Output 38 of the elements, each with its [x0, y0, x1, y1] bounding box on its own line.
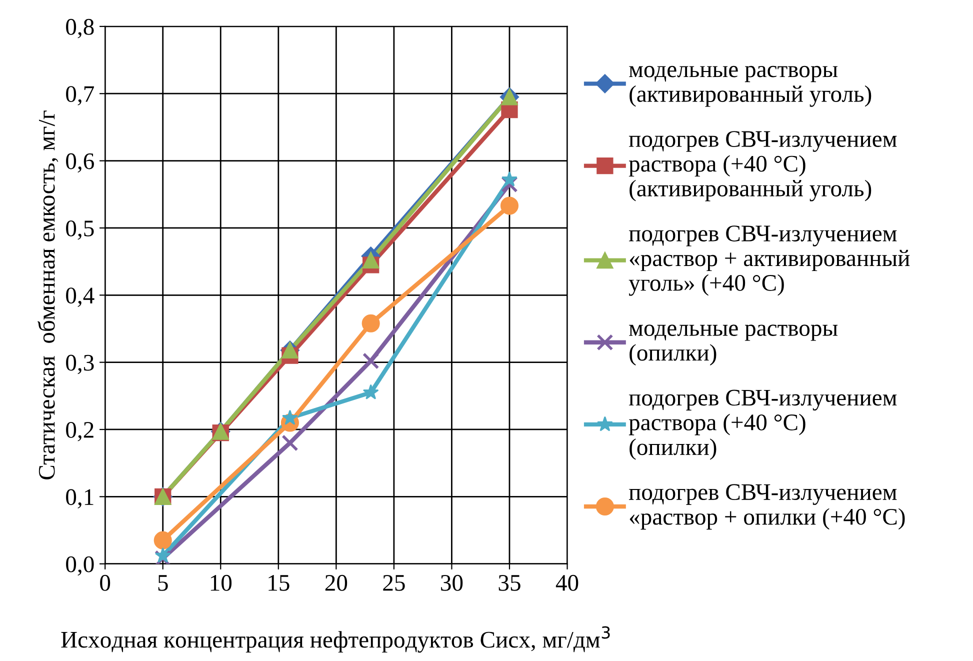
point [500, 196, 519, 215]
y-tick-label: 0,4 [66, 288, 94, 307]
x-tick-label: 20 [325, 574, 348, 591]
x-tick-label: 35 [498, 575, 520, 591]
legend-label: подогрев СВЧ-излучением «раствор + опилки (+40 °С) [628, 484, 905, 530]
point [362, 314, 380, 332]
y-tick-label: 0,7 [66, 86, 94, 106]
y-tick-label: 0,5 [66, 220, 94, 240]
x-tick-label: 15 [268, 575, 290, 591]
y-tick-label: 0,1 [66, 489, 94, 508]
point [362, 384, 379, 400]
point [362, 252, 380, 269]
point [362, 352, 380, 370]
x-tick-label: 30 [441, 574, 463, 591]
point [282, 410, 298, 425]
point [282, 434, 298, 452]
y-tick-label: 0,3 [66, 354, 94, 374]
point [154, 550, 172, 564]
y-tick-label: 0,0 [66, 556, 94, 576]
legend-label: модельные растворы (активированный уголь) [629, 66, 872, 107]
y-tick-label: 0,2 [66, 422, 94, 442]
x-tick-label: 25 [383, 575, 405, 591]
point [154, 531, 172, 550]
y-tick-label: 0,6 [66, 153, 94, 173]
x-tick-label: 5 [158, 575, 168, 591]
point [502, 171, 518, 186]
x-tick-label: 10 [210, 574, 232, 591]
legend-label: подогрев СВЧ-излучением «раствор + активированный уголь» (+40 °С) [628, 226, 910, 296]
legend-label: подогрев СВЧ-излучением раствора (+40 °С) (опилки) [628, 390, 897, 460]
x-tick-label: 40 [556, 574, 578, 591]
legend-label: модельные растворы (опилки) [629, 324, 838, 366]
point [501, 176, 518, 193]
x-axis-title: Исходная концентрация нефтепродуктов Сисх, мг/дм$^{3}$ [61, 626, 610, 653]
y-axis-title: Статическая обменная емкость, мг/г [38, 110, 58, 480]
point [154, 547, 171, 563]
x-tick-label: 0 [100, 574, 110, 591]
y-tick-label: 0,8 [66, 18, 94, 38]
legend-label: подогрев СВЧ-излучением раствора (+40 °С) (активированный уголь) [628, 131, 897, 202]
